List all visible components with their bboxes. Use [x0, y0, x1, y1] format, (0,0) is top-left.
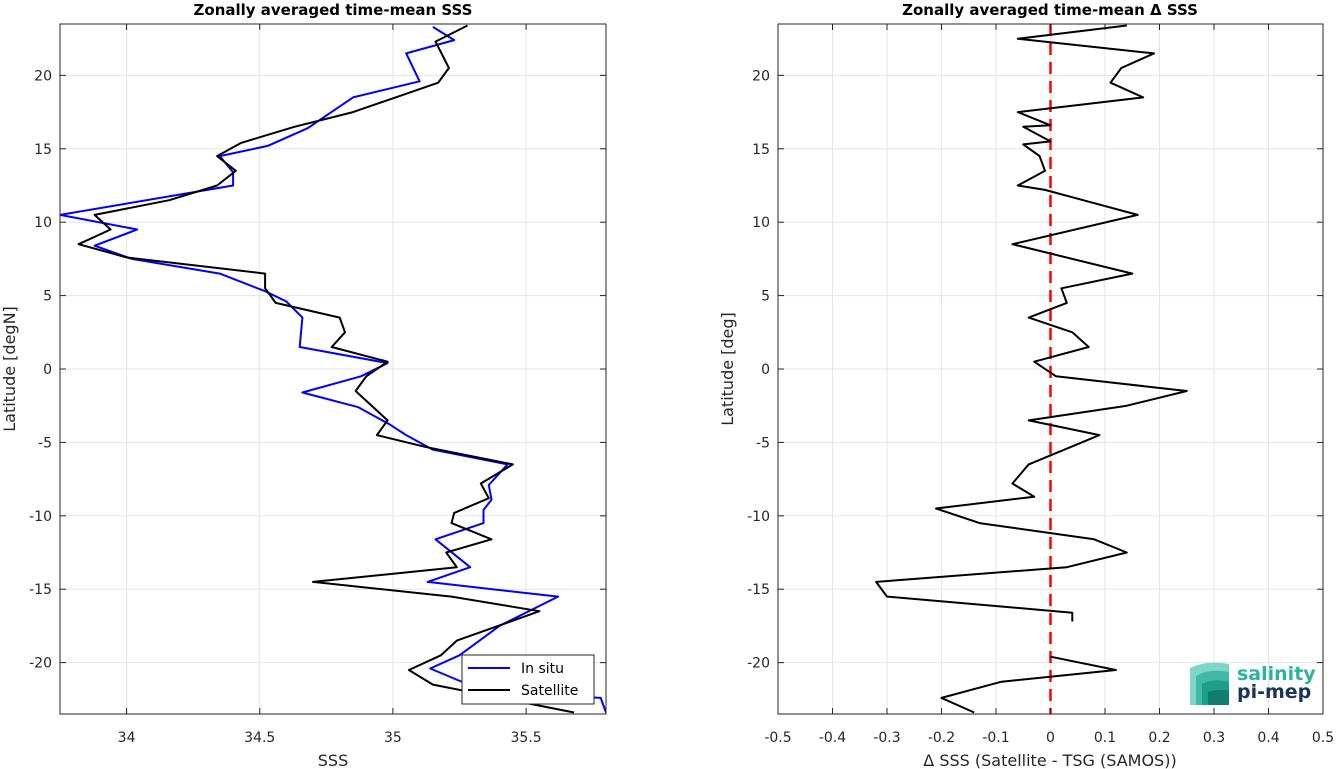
- right-y-tick-label: 10: [752, 215, 770, 231]
- left-y-tick-label: 5: [43, 289, 52, 305]
- right-series-group: [875, 24, 1188, 714]
- left-x-tick-label: 34.5: [244, 730, 275, 746]
- left-series-line-in-situ: [60, 26, 606, 713]
- right-x-tick-label: 0.3: [1203, 730, 1225, 746]
- right-series-line-delta-1: [940, 655, 1117, 714]
- right-x-tick-label: 0: [1046, 730, 1055, 746]
- right-y-tick-label: 5: [761, 289, 770, 305]
- right-y-tick-label: 20: [752, 68, 770, 84]
- right-y-tick-label: -15: [747, 582, 770, 598]
- left-y-tick-label: 0: [43, 362, 52, 378]
- left-x-axis-label: SSS: [318, 751, 348, 769]
- left-y-tick-label: -20: [29, 656, 52, 672]
- left-y-tick-label: 10: [34, 215, 52, 231]
- right-x-tick-label: 0.5: [1312, 730, 1334, 746]
- left-x-tick-label: 35: [384, 730, 402, 746]
- right-x-tick-label: -0.1: [982, 730, 1009, 746]
- left-series-line-satellite: [77, 24, 575, 714]
- right-title: Zonally averaged time-mean Δ SSS: [902, 1, 1198, 19]
- left-y-tick-label: 15: [34, 142, 52, 158]
- legend-label-in-situ: In situ: [521, 661, 564, 677]
- left-y-axis-label: Latitude [degN]: [0, 306, 19, 432]
- right-x-tick-label: -0.5: [764, 730, 791, 746]
- logo-wave-icon: [1190, 662, 1229, 705]
- salinity-pi-mep-logo: salinity pi-mep: [1190, 662, 1316, 705]
- logo-text-salinity: salinity: [1237, 663, 1316, 685]
- left-x-tick-label: 35.5: [511, 730, 542, 746]
- right-x-tick-label: -0.3: [873, 730, 900, 746]
- legend-label-satellite: Satellite: [521, 683, 578, 699]
- left-y-tick-label: 20: [34, 68, 52, 84]
- logo-text-pi-mep: pi-mep: [1237, 681, 1311, 703]
- right-ticks: -0.5 -0.4 -0.3 -0.2 -0.1 0 0.1 0.2 0.3 0.4 0.5 -20 -…: [747, 24, 1334, 746]
- right-panel-delta-sss: -0.5 -0.4 -0.3 -0.2 -0.1 0 0.1 0.2 0.3 0.4 0.5 -20 -…: [718, 1, 1334, 769]
- left-ticks: 34 34.5 35 35.5 -20 -15 -10 -5 0 5 10 15 20: [29, 24, 606, 746]
- left-panel-sss: 34 34.5 35 35.5 -20 -15 -10 -5 0 5 10 15 20 Zonally …: [0, 1, 607, 769]
- right-y-axis-label: Latitude [deg]: [718, 312, 737, 426]
- right-x-tick-label: -0.4: [819, 730, 846, 746]
- right-y-tick-label: 15: [752, 142, 770, 158]
- left-x-tick-label: 34: [118, 730, 136, 746]
- right-y-tick-label: -20: [747, 656, 770, 672]
- right-y-tick-label: -5: [756, 435, 770, 451]
- right-y-tick-label: 0: [761, 362, 770, 378]
- left-grid: [60, 24, 606, 714]
- left-series-group: [60, 24, 606, 714]
- right-x-tick-label: 0.2: [1148, 730, 1170, 746]
- right-x-tick-label: -0.2: [928, 730, 955, 746]
- right-y-tick-label: -10: [747, 509, 770, 525]
- left-title: Zonally averaged time-mean SSS: [194, 1, 473, 19]
- legend: In situ Satellite: [461, 654, 595, 705]
- legend-box: [461, 654, 595, 705]
- right-x-axis-label: Δ SSS (Satellite - TSG (SAMOS)): [923, 751, 1176, 769]
- left-y-tick-label: -15: [29, 582, 52, 598]
- left-y-tick-label: -10: [29, 509, 52, 525]
- left-y-tick-label: -5: [38, 435, 52, 451]
- right-x-tick-label: 0.1: [1094, 730, 1116, 746]
- right-series-line-delta-0: [875, 24, 1188, 622]
- right-x-tick-label: 0.4: [1257, 730, 1279, 746]
